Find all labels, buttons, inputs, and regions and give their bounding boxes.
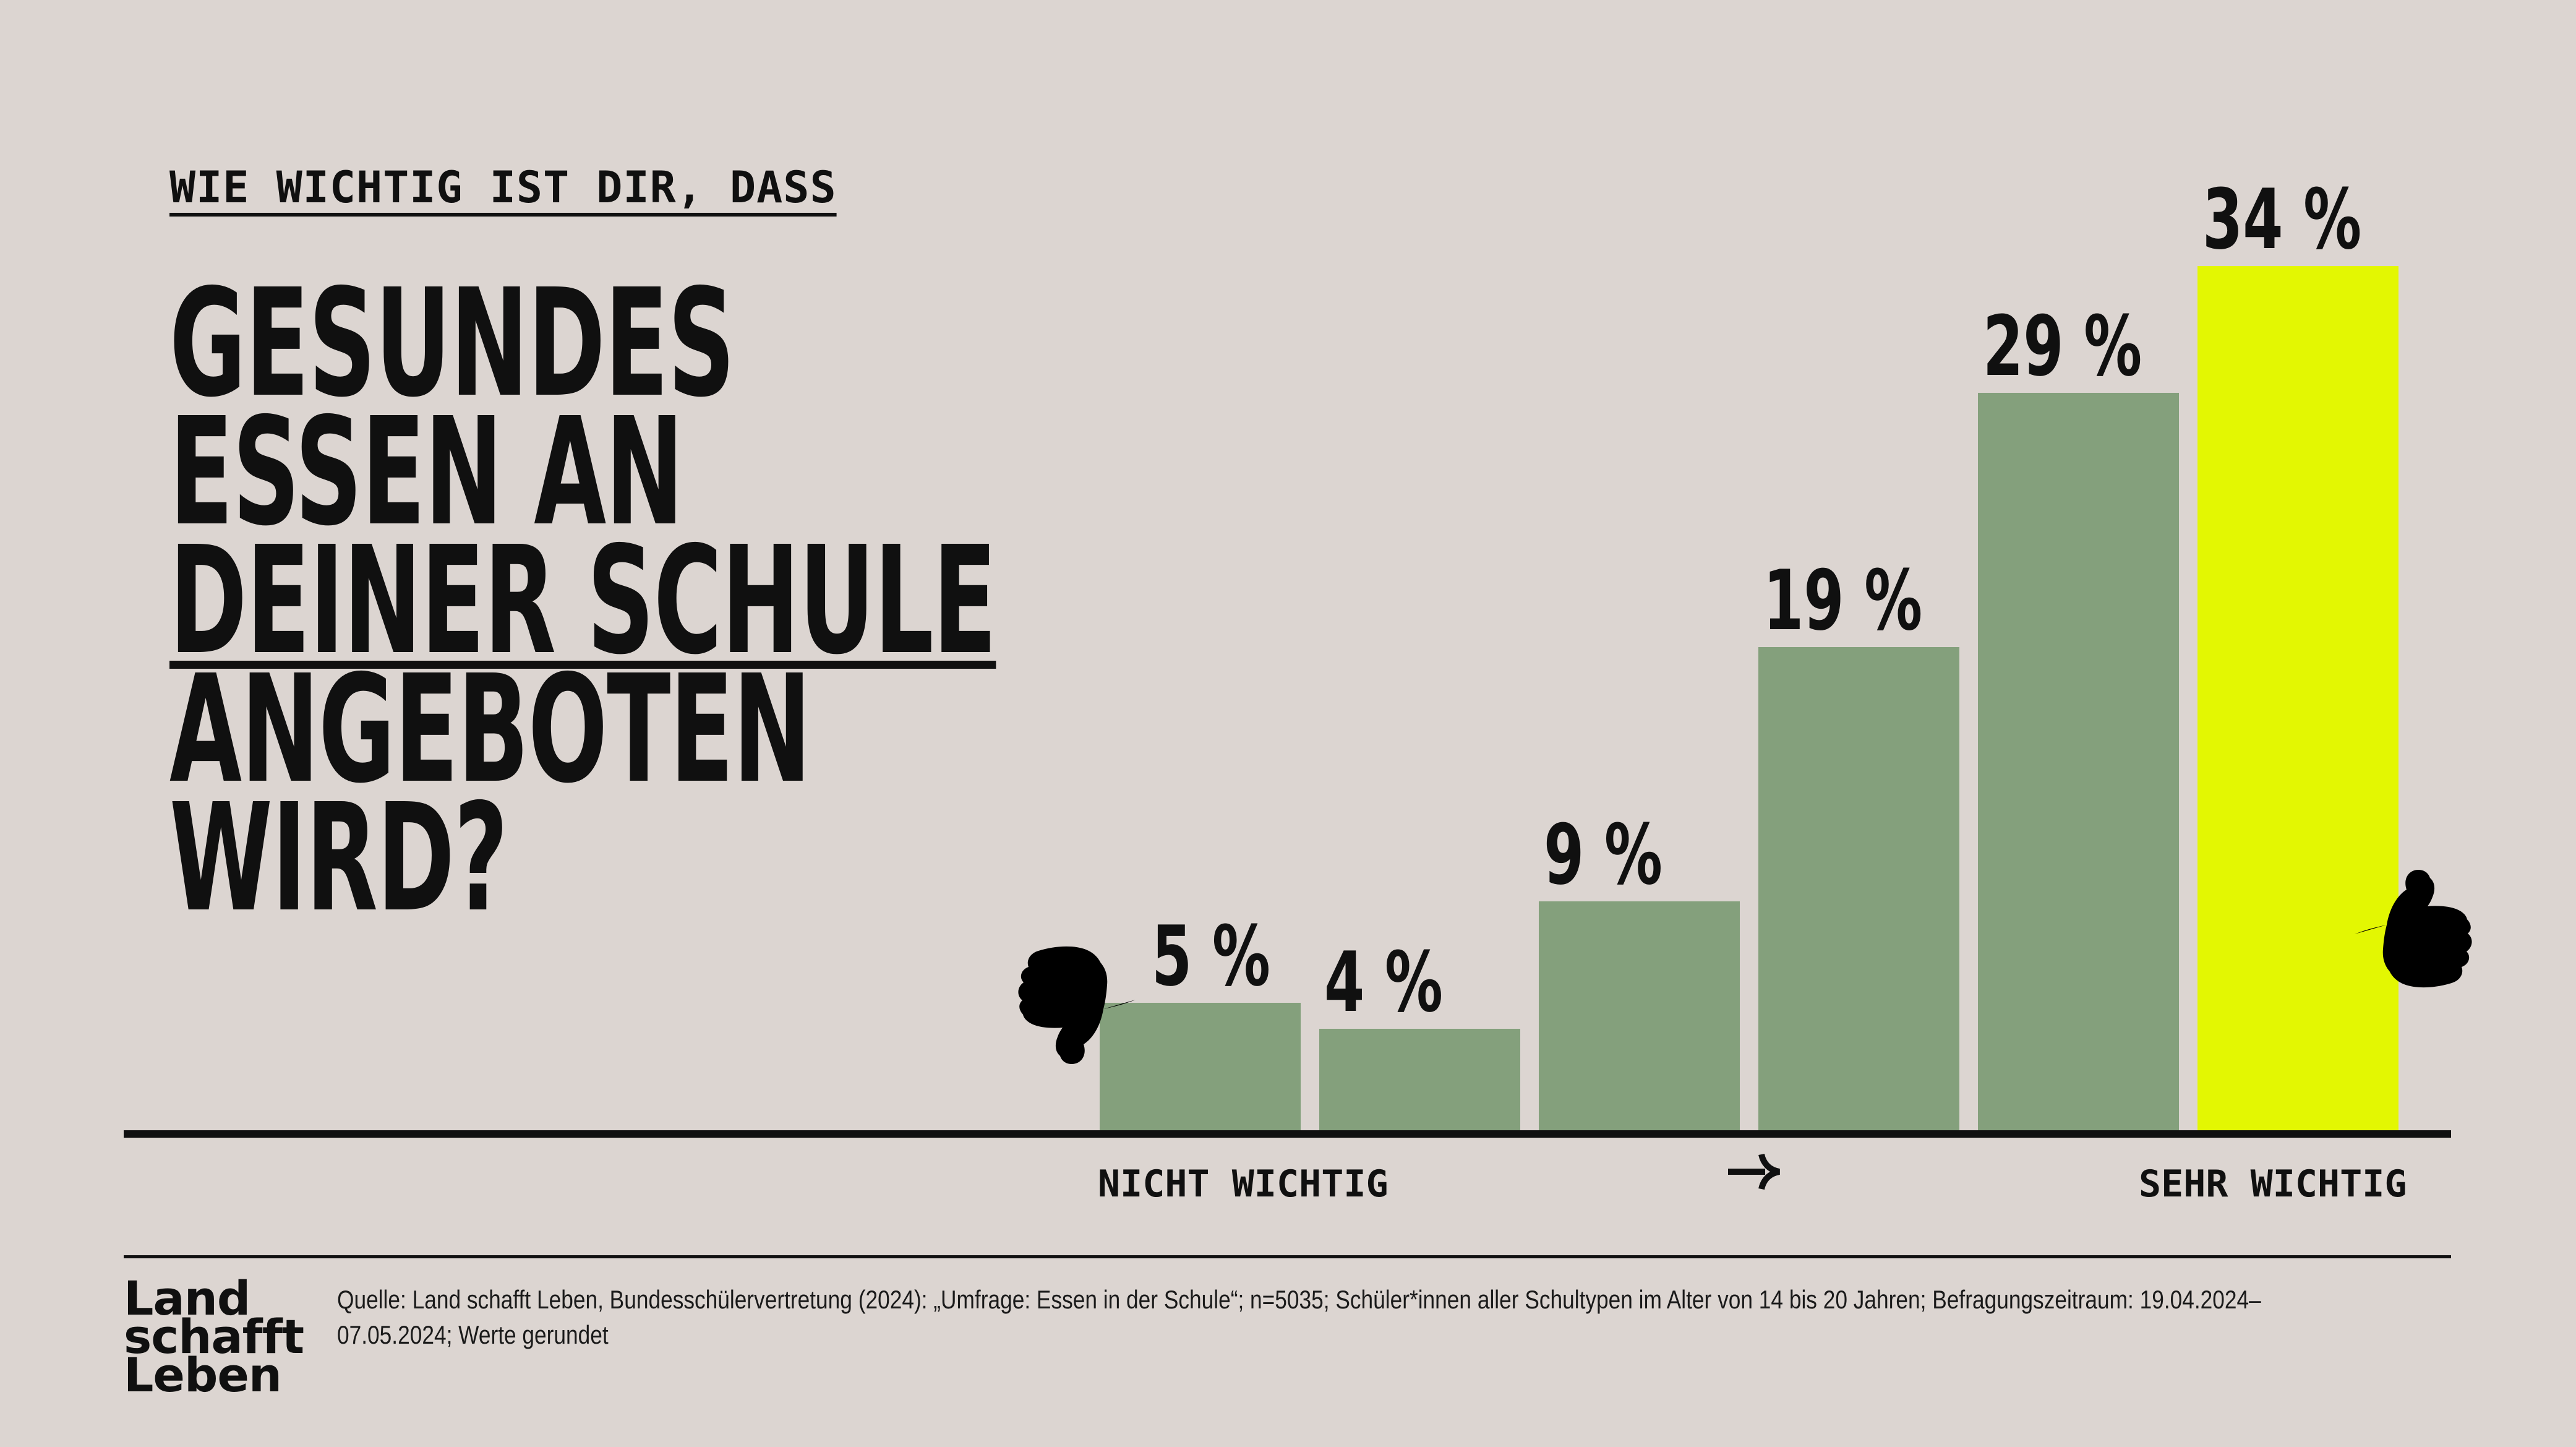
page-title: GESUNDES ESSEN AN DEINER SCHULE ANGEBOTE… [169,257,1481,945]
bar-group: 34 % [2197,179,2398,1130]
footer-divider-line [124,1255,2451,1258]
bar-group: 29 % [1978,306,2179,1130]
land-schafft-leben-logo: Land schafft Leben [124,1271,304,1402]
bar [1758,647,1959,1130]
title-line-1: GESUNDES [169,257,735,430]
kicker-question: WIE WICHTIG IST DIR, DASS [169,162,837,213]
bar-group: 4 % [1319,942,1520,1130]
bar-value-label: 9 % [1544,807,1662,904]
thumbs-up-icon [2355,870,2472,988]
bar [1539,901,1740,1130]
bar-chart: 5 % 4 % 9 % 19 % 29 % 34 % [1100,179,2398,1130]
logo-line-3: Leben [124,1347,282,1402]
source-text-line-1: Quelle: Land schafft Leben, Bundesschüle… [337,1285,2261,1314]
bar-value-label: 19 % [1763,552,1923,650]
title-line-3-underlined: DEINER SCHULE [169,514,997,687]
source-text-line-2: 07.05.2024; Werte gerundet [337,1320,609,1349]
bar [1978,393,2179,1130]
bar-group: 19 % [1758,560,1959,1130]
bar-value-label: 4 % [1324,934,1443,1031]
bar-group: 5 % [1100,916,1301,1130]
source-text: Quelle: Land schafft Leben, Bundesschüle… [337,1282,2261,1352]
title-line-5: WIRD? [169,771,508,945]
bar [1319,1029,1520,1130]
bar-value-label: 29 % [1983,298,2142,395]
bar [1100,1003,1301,1130]
bar-value-label: 34 % [2202,171,2362,268]
axis-label-not-important: NICHT WICHTIG [1098,1162,1389,1206]
x-axis-line [124,1130,2451,1138]
axis-label-very-important: SEHR WICHTIG [2139,1162,2407,1206]
bar-value-label: 5 % [1152,908,1270,1005]
thumbs-down-icon [1018,946,1136,1064]
title-line-2: ESSEN AN [169,385,683,559]
bar-highlighted [2197,266,2398,1130]
logo-line-1: Land [124,1271,250,1326]
logo-line-2: schafft [124,1309,304,1364]
title-line-4: ANGEBOTEN [169,643,811,816]
arrow-right-icon [1728,1153,1781,1190]
bar-group: 9 % [1539,814,1740,1130]
